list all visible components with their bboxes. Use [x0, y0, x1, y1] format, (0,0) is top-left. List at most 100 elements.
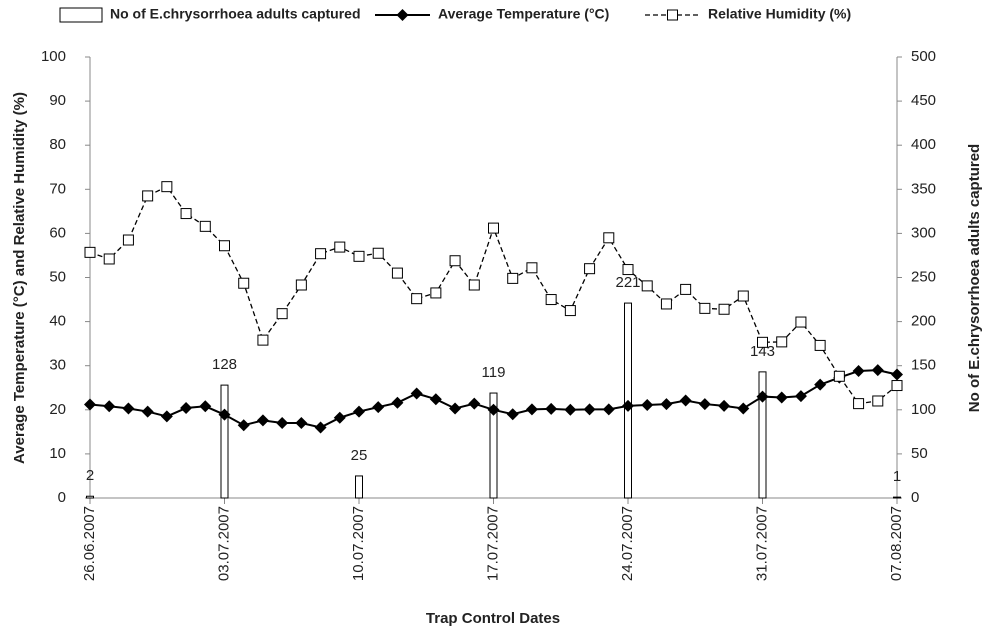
marker	[622, 399, 634, 412]
marker	[584, 263, 596, 275]
x-tick-label: 03.07.2007	[215, 506, 232, 581]
y2-tick-label: 100	[911, 401, 936, 418]
marker	[276, 308, 288, 320]
marker	[525, 403, 538, 416]
y2-tick-label: 500	[911, 48, 936, 65]
marker	[737, 290, 749, 302]
marker	[699, 302, 711, 314]
legend-swatch	[59, 7, 103, 23]
marker	[622, 264, 634, 276]
marker	[141, 405, 154, 418]
marker	[891, 380, 903, 392]
marker	[564, 403, 577, 416]
legend-label: Average Temperature (°C)	[438, 6, 609, 22]
marker	[84, 398, 96, 411]
marker	[142, 190, 154, 202]
marker	[545, 294, 557, 306]
marker	[411, 293, 423, 305]
y-axis-title: Average Temperature (°C) and Relative Hu…	[11, 92, 28, 464]
marker	[776, 336, 788, 348]
y-tick-label: 30	[49, 357, 66, 374]
marker	[660, 398, 673, 411]
marker	[238, 277, 250, 289]
legend-marker	[396, 9, 409, 21]
marker	[641, 398, 654, 411]
marker	[487, 403, 500, 416]
marker	[84, 246, 96, 258]
marker	[794, 390, 807, 403]
y-tick-label: 90	[49, 92, 66, 109]
marker	[256, 414, 269, 427]
marker	[814, 339, 826, 351]
marker	[430, 287, 442, 299]
marker	[180, 208, 192, 220]
marker	[372, 247, 384, 259]
y-tick-label: 20	[49, 401, 66, 418]
data-label: 143	[750, 343, 775, 360]
marker	[641, 280, 653, 292]
bar	[220, 384, 229, 499]
legend-label: No of E.chrysorrhoea adults captured	[110, 6, 361, 22]
marker	[199, 400, 212, 413]
marker	[506, 408, 519, 421]
marker	[660, 298, 672, 310]
marker	[852, 364, 865, 377]
marker	[603, 232, 615, 244]
data-label: 1	[893, 468, 901, 485]
marker	[680, 283, 692, 295]
marker	[391, 267, 403, 279]
marker	[103, 253, 115, 265]
y2-tick-label: 50	[911, 445, 928, 462]
marker	[353, 405, 365, 418]
marker	[333, 411, 346, 424]
y-tick-label: 100	[41, 48, 66, 65]
marker	[795, 316, 807, 328]
x-axis-title: Trap Control Dates	[426, 610, 560, 627]
marker	[718, 399, 731, 412]
marker	[468, 279, 480, 291]
marker	[199, 220, 211, 232]
y-tick-label: 10	[49, 445, 66, 462]
y2-tick-label: 400	[911, 136, 936, 153]
marker	[871, 364, 884, 377]
bar	[86, 495, 94, 499]
marker	[507, 272, 519, 284]
marker	[295, 417, 308, 430]
marker	[872, 395, 884, 407]
marker	[737, 402, 750, 415]
x-tick-label: 24.07.2007	[619, 506, 636, 581]
marker	[814, 378, 827, 391]
y2-axis-title: No of E.chrysorrhoea adults captured	[966, 144, 983, 412]
x-tick-label: 31.07.2007	[753, 506, 770, 581]
data-label: 128	[212, 356, 237, 373]
marker	[276, 417, 289, 430]
bar	[489, 392, 498, 499]
marker	[334, 241, 346, 253]
marker	[891, 368, 903, 381]
marker	[564, 305, 576, 317]
marker	[218, 408, 231, 421]
marker	[468, 397, 481, 410]
marker	[526, 262, 538, 274]
marker	[602, 403, 615, 416]
marker	[122, 402, 135, 415]
y2-tick-label: 250	[911, 268, 936, 285]
y2-tick-label: 200	[911, 313, 936, 330]
y-tick-label: 40	[49, 313, 66, 330]
data-label: 2	[86, 467, 94, 484]
marker	[718, 303, 730, 315]
data-label: 221	[615, 274, 640, 291]
y-tick-label: 0	[58, 489, 66, 506]
marker	[545, 402, 558, 415]
marker	[410, 387, 423, 400]
marker	[698, 398, 711, 411]
y-tick-label: 80	[49, 136, 66, 153]
marker	[679, 394, 692, 407]
marker	[488, 222, 499, 234]
marker	[315, 248, 327, 260]
marker	[122, 234, 134, 246]
y2-tick-label: 450	[911, 92, 936, 109]
y2-tick-label: 350	[911, 180, 936, 197]
marker	[756, 390, 769, 403]
y-tick-label: 60	[49, 224, 66, 241]
